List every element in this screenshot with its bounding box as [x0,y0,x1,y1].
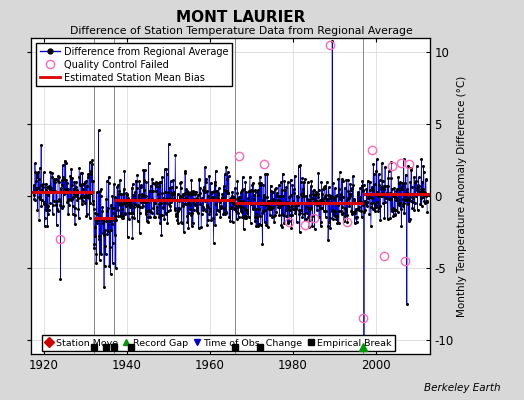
Legend: Station Move, Record Gap, Time of Obs. Change, Empirical Break: Station Move, Record Gap, Time of Obs. C… [42,335,395,351]
Text: MONT LAURIER: MONT LAURIER [177,10,305,25]
Text: Difference of Station Temperature Data from Regional Average: Difference of Station Temperature Data f… [70,26,412,36]
Y-axis label: Monthly Temperature Anomaly Difference (°C): Monthly Temperature Anomaly Difference (… [456,75,466,317]
Text: Berkeley Earth: Berkeley Earth [424,383,500,393]
